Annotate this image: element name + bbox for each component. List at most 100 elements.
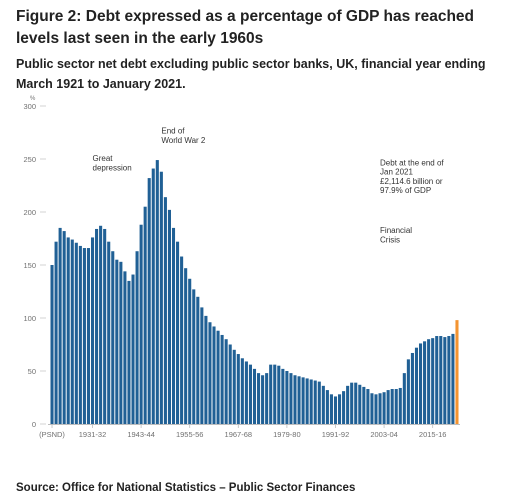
bar [269,364,273,424]
bar [301,377,305,424]
y-axis: 0 50 100 150 200 250 300% [23,96,46,429]
bar [151,168,155,424]
x-tick-label: 1931-32 [79,430,107,439]
bar [439,336,443,424]
bar [82,248,86,424]
bar [115,259,119,424]
bar [370,393,374,424]
bar [155,160,159,424]
bar [410,352,414,424]
bar [394,389,398,424]
bars [50,160,459,424]
y-tick-label: 0 [32,420,36,429]
bar [427,339,431,424]
y-tick-label: 200 [23,208,36,217]
bar [338,394,342,424]
bar [74,242,78,424]
bar [305,378,309,424]
annotation: End of World War 2 [161,127,206,145]
bar [232,349,236,424]
bar [99,225,103,424]
bar [252,368,257,424]
bar [321,385,325,424]
bar [309,379,313,424]
bar [54,241,58,424]
bar [228,344,232,424]
bar [285,371,289,424]
bar [111,251,115,424]
bar [200,307,204,424]
bar [143,206,147,424]
bar [204,315,208,424]
bar [192,289,196,424]
x-tick-label: 1991-92 [322,430,350,439]
bar [374,394,378,424]
bar [147,178,151,424]
annotation-line: World War 2 [161,136,206,145]
source-note: Source: Office for National Statistics –… [16,482,356,494]
x-tick-label: (PSND) [39,430,65,439]
bar [261,375,265,424]
bar [176,241,180,424]
bar [95,228,99,424]
bar [159,171,163,424]
bar [127,280,131,424]
x-tick-label: 1967-68 [225,430,253,439]
annotation-line: End of [161,127,185,136]
bar [346,385,350,424]
bar [382,392,386,424]
bar [70,239,74,424]
bar [66,237,70,424]
bar [443,337,447,424]
bar [58,227,62,424]
chart-subtitle: Public sector net debt excluding public … [16,57,486,91]
bar [277,365,281,424]
bar [333,396,338,424]
bar [86,248,91,424]
bar [447,336,451,424]
x-tick-label: 1955-56 [176,430,204,439]
bar [167,209,171,424]
bar [402,373,406,424]
bar [188,278,192,424]
bar [119,261,123,424]
bar [418,343,423,424]
bar [248,364,252,424]
annotation-line: Great [93,154,114,163]
bar [350,382,354,424]
bar [398,387,402,424]
x-tick-label: 1979-80 [273,430,301,439]
annotation-line: 97.9% of GDP [380,186,431,195]
bar [62,231,66,424]
bar [423,341,427,424]
x-tick-label: 1943-44 [127,430,155,439]
annotations: Great depression End of World War 2 Debt at … [93,127,445,245]
bar [103,228,107,424]
bar [317,381,321,424]
x-tick-label: 2003-04 [370,430,398,439]
bar [212,326,216,424]
y-tick-label: 250 [23,155,36,164]
bar [163,197,167,424]
bar [139,224,143,424]
annotation: Debt at the end of Jan 2021 £2,114.6 billi… [380,158,444,195]
annotation: Great depression [93,154,132,172]
annotation-line: £2,114.6 billion or [380,177,443,186]
bar [386,390,390,424]
bar [257,373,261,424]
annotation-line: Jan 2021 [380,168,413,177]
bar [196,296,200,424]
bar [240,358,244,424]
y-tick-label: 50 [28,367,36,376]
bar [362,386,366,424]
bar [431,338,435,424]
bar [107,241,111,424]
bar [50,265,54,424]
annotation: Financial Crisis [380,226,412,244]
y-tick-label: 150 [23,261,36,270]
bar [414,347,419,424]
bar [131,274,135,424]
annotation-line: Financial [380,226,412,235]
bar [220,334,224,424]
